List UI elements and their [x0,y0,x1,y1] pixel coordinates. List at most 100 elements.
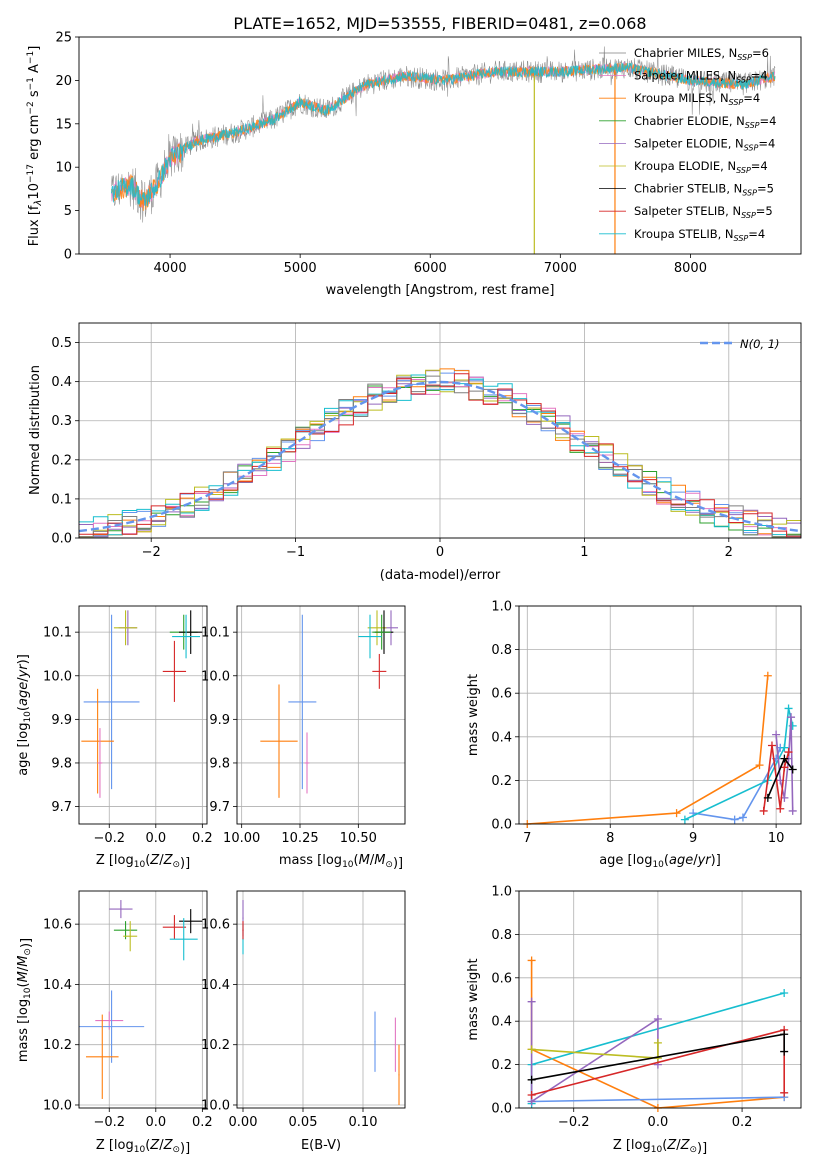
weight-marker [784,748,793,757]
weight-marker [653,1015,662,1024]
weight-marker [780,763,789,772]
x-tick-label: 1 [580,545,588,560]
y-axis-label: Normed distribution [28,365,43,495]
mass-weight-vs-age-plot: 7 8 9 10 0.0 0.2 0.4 0.6 0.8 1.0 age [log10(age/yr… [466,600,802,870]
y-tick-label: 10.6 [201,918,230,933]
histogram-step [79,374,801,538]
weight-marker [763,671,772,680]
x-axis-label: Z [log10(Z/Z⊙)] [96,1138,190,1156]
weight-marker [755,761,764,770]
y-tick-label: 0.8 [491,643,512,658]
mass-vs-metallicity-plot: −0.2 0.0 0.2 10.0 10.2 10.4 10.6 Z [log10(Z/Z⊙)… [16,890,213,1156]
spectrum-line [111,61,776,207]
x-axis-label: age [log10(age/yr)] [599,853,721,870]
y-tick-label: 10.4 [201,978,230,993]
legend-label: Kroupa ELODIE, NSSP=4 [634,159,768,175]
x-tick-label: 0.2 [732,1115,753,1130]
weight-marker [788,806,797,815]
x-tick-label: 0.0 [648,1115,669,1130]
weight-marker [653,1038,662,1047]
x-axis-label: Z [log10(Z/Z⊙)] [613,1138,707,1156]
y-tick-label: 10.4 [43,978,72,993]
x-tick-label: 9 [689,831,697,846]
x-tick-label: −0.2 [558,1115,590,1130]
y-tick-label: 9.8 [209,756,230,771]
weight-marker [527,956,536,965]
y-tick-label: 10 [55,161,72,176]
y-axis-label: age [log10(age/yr)] [16,654,33,776]
y-tick-label: 9.9 [51,713,72,728]
y-tick-label: 10.0 [201,669,230,684]
x-tick-label: 0.00 [229,1115,258,1130]
y-tick-label: 1.0 [491,885,512,900]
y-tick-label: 0.2 [491,1058,512,1073]
x-tick-label: 5000 [284,261,317,276]
weight-marker [780,988,789,997]
x-tick-label: 7000 [544,261,577,276]
figure-title: PLATE=1652, MJD=53555, FIBERID=0481, z=0… [233,14,646,33]
x-tick-label: 0.10 [349,1115,378,1130]
x-tick-label: 10 [768,831,785,846]
weight-marker [759,806,768,815]
y-tick-label: 0.2 [491,774,512,789]
x-tick-label: 7 [523,831,531,846]
weight-marker [730,815,739,824]
weight-marker [787,713,796,722]
x-axis-label: E(B-V) [301,1138,341,1153]
x-tick-label: 8 [606,831,614,846]
age-vs-mass-plot: 10.00 10.25 10.50 9.7 9.8 9.9 10.0 10.1 mass [lo… [201,605,406,871]
axes-frame [236,605,406,825]
legend-label: Chabrier MILES, NSSP=6 [634,46,769,62]
weight-marker [780,1047,789,1056]
x-tick-label: 10.50 [340,831,377,846]
residual-histogram-plot: −2 −1 0 1 2 0.0 0.1 0.2 0.3 0.4 0.5 (data-model)/er… [28,322,802,583]
weight-marker [680,815,689,824]
axes-frame [78,322,802,539]
age-vs-metallicity-plot: −0.2 0.0 0.2 9.7 9.8 9.9 10.0 10.1 Z [log10(Z/Z⊙… [16,605,213,871]
weight-marker [780,754,789,763]
x-axis-label: Z [log10(Z/Z⊙)] [96,853,190,871]
y-tick-label: 0.1 [51,492,72,507]
y-tick-label: 5 [64,204,72,219]
x-tick-label: 8000 [674,261,707,276]
x-tick-label: 10.00 [223,831,260,846]
mass-vs-ebv-plot: 0.00 0.05 0.10 10.0 10.2 10.4 10.6 E(B-V) [201,890,406,1153]
axes-frame [518,890,802,1109]
legend-label: Kroupa MILES, NSSP=4 [634,91,760,107]
legend-label: Chabrier ELODIE, NSSP=4 [634,114,776,130]
y-tick-label: 9.9 [209,713,230,728]
weight-line [684,708,794,821]
x-tick-label: −0.2 [93,831,125,846]
x-axis-label: mass [log10(M/M⊙)] [279,853,403,871]
weight-line [530,1001,659,1103]
weight-marker [780,743,789,752]
y-tick-label: 0.8 [491,928,512,943]
y-tick-label: 0.5 [51,336,72,351]
histogram-step [79,373,801,538]
weight-line [531,1096,785,1103]
y-tick-label: 0.4 [491,730,512,745]
y-tick-label: 0.4 [51,375,72,390]
y-tick-label: 0 [64,248,72,263]
y-tick-label: 10.1 [43,626,72,641]
legend-label: Salpeter MILES, NSSP=4 [634,69,768,85]
axes-frame [78,890,208,1109]
y-tick-label: 20 [55,74,72,89]
legend-label: Chabrier STELIB, NSSP=5 [634,182,774,198]
weight-marker [767,741,776,750]
x-tick-label: −1 [286,545,305,560]
x-axis-label: wavelength [Angstrom, rest frame] [326,283,555,298]
y-tick-label: 0.0 [51,532,72,547]
y-tick-label: 1.0 [491,600,512,615]
y-tick-label: 0.0 [491,1102,512,1117]
weight-marker [527,1045,536,1054]
legend-label: Kroupa STELIB, NSSP=4 [634,227,765,243]
weight-marker [780,1088,789,1097]
weight-marker [763,793,772,802]
x-tick-label: 0.2 [192,831,213,846]
legend-label: Salpeter ELODIE, NSSP=4 [634,136,775,152]
weight-marker [527,1075,536,1084]
y-axis-label: Flux [fλ10−17 erg cm−2 s−1 A−1] [26,46,44,247]
x-tick-label: −0.2 [93,1115,125,1130]
x-tick-label: 6000 [414,261,447,276]
